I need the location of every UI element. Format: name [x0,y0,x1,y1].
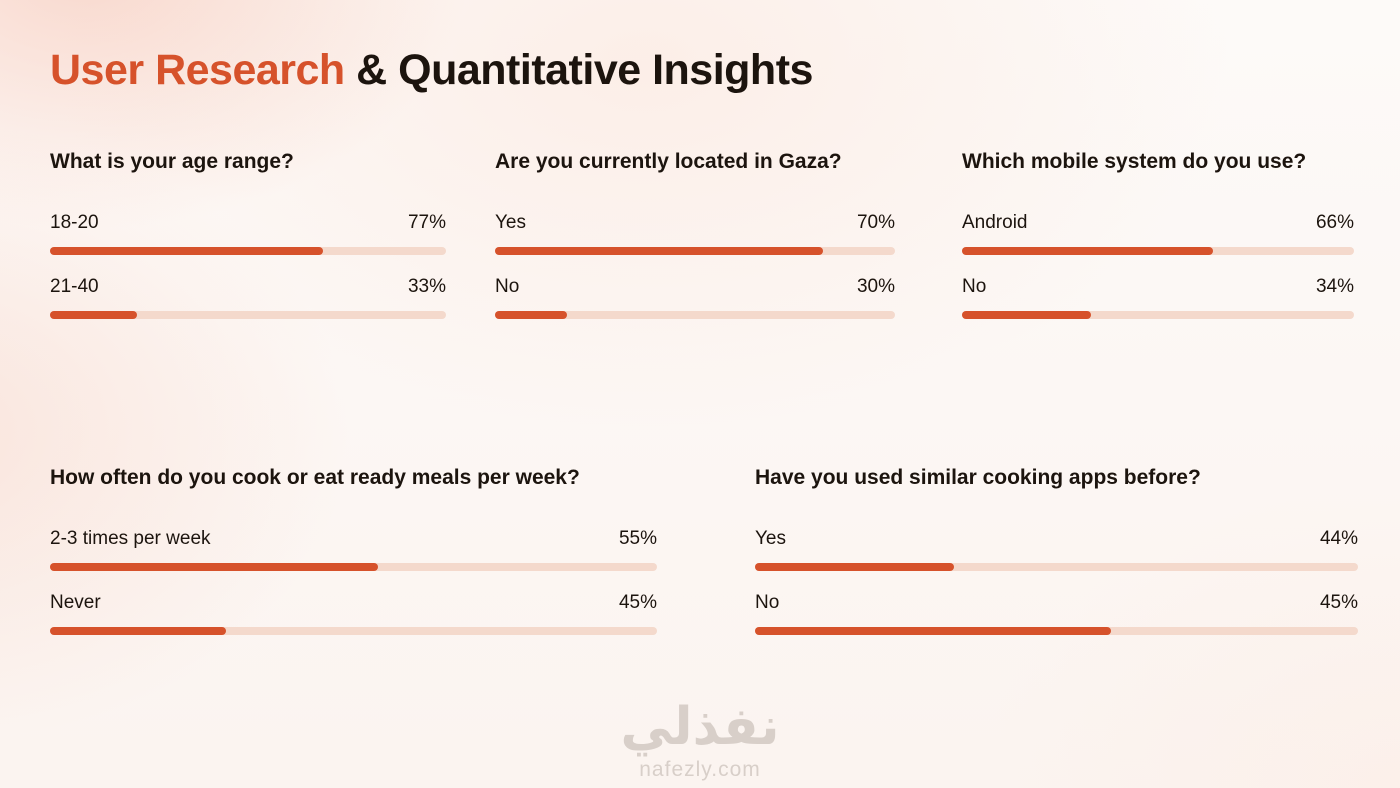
bar-row: Yes 70% [495,212,895,255]
chart-mobile-system: Which mobile system do you use? Android … [962,150,1354,340]
chart-age-range: What is your age range? 18-20 77% 21-40 … [50,150,446,340]
bar-row: Android 66% [962,212,1354,255]
bar-track [755,563,1358,571]
page-title-rest: & Quantitative Insights [356,46,813,94]
bar-fill [50,563,378,571]
bar-fill [962,311,1092,319]
bar-category-label: No [495,276,520,297]
bar-track [495,247,895,255]
bar-fill [495,247,823,255]
chart-similar-apps: Have you used similar cooking apps befor… [755,466,1358,656]
bar-fill [495,311,567,319]
watermark-site-text: nafezly.com [639,758,761,781]
bar-category-label: Android [962,212,1028,233]
bar-category-label: Never [50,592,101,613]
bar-value-label: 45% [618,592,657,613]
bar-value-label: 34% [1315,276,1354,297]
bar-track [50,247,446,255]
bar-row: 2-3 times per week 55% [50,528,657,571]
bar-value-label: 44% [1319,528,1358,549]
watermark-logo: نفذلي [620,698,780,757]
chart-title: Which mobile system do you use? [962,150,1307,173]
bar-row: No 45% [755,592,1358,635]
chart-title: What is your age range? [50,150,294,173]
bar-category-label: 2-3 times per week [50,528,211,549]
bar-track [962,247,1354,255]
bar-category-label: 21-40 [50,276,99,297]
bar-category-label: No [962,276,987,297]
bar-track [50,563,657,571]
bar-category-label: 18-20 [50,212,99,233]
bar-category-label: No [755,592,780,613]
bar-fill [50,627,227,635]
bar-fill [50,247,324,255]
chart-cooking-frequency: How often do you cook or eat ready meals… [50,466,657,656]
bar-category-label: Yes [495,212,526,233]
bar-row: Yes 44% [755,528,1358,571]
bar-fill [962,247,1213,255]
bar-value-label: 66% [1315,212,1354,233]
bar-track [962,311,1354,319]
bar-row: Never 45% [50,592,657,635]
chart-located-in-gaza: Are you currently located in Gaza? Yes 7… [495,150,895,340]
bar-labels: Android 66% [962,212,1354,234]
bar-value-label: 33% [407,276,446,297]
bar-row: No 34% [962,276,1354,319]
bar-value-label: 45% [1319,592,1358,613]
bar-labels: Yes 44% [755,528,1358,550]
bar-labels: 18-20 77% [50,212,446,234]
bar-value-label: 77% [407,212,446,233]
page-title-highlight: User Research [50,46,345,94]
bar-row: 18-20 77% [50,212,446,255]
bar-labels: No 34% [962,276,1354,298]
bar-row: 21-40 33% [50,276,446,319]
bar-category-label: Yes [755,528,786,549]
bar-track [50,311,446,319]
bar-fill [755,563,954,571]
chart-title: Are you currently located in Gaza? [495,150,842,173]
bar-labels: 21-40 33% [50,276,446,298]
bar-labels: Never 45% [50,592,657,614]
bar-track [495,311,895,319]
page-title: User Research & Quantitative Insights [50,46,813,95]
bar-labels: Yes 70% [495,212,895,234]
chart-title: Have you used similar cooking apps befor… [755,466,1201,489]
bar-fill [755,627,1111,635]
bar-track [755,627,1358,635]
bar-value-label: 30% [856,276,895,297]
bar-row: No 30% [495,276,895,319]
bar-labels: 2-3 times per week 55% [50,528,657,550]
bar-labels: No 45% [755,592,1358,614]
bar-value-label: 55% [618,528,657,549]
bar-value-label: 70% [856,212,895,233]
bar-labels: No 30% [495,276,895,298]
chart-title: How often do you cook or eat ready meals… [50,466,580,489]
watermark: نفذلي nafezly.com [0,700,1400,782]
bar-track [50,627,657,635]
bar-fill [50,311,138,319]
